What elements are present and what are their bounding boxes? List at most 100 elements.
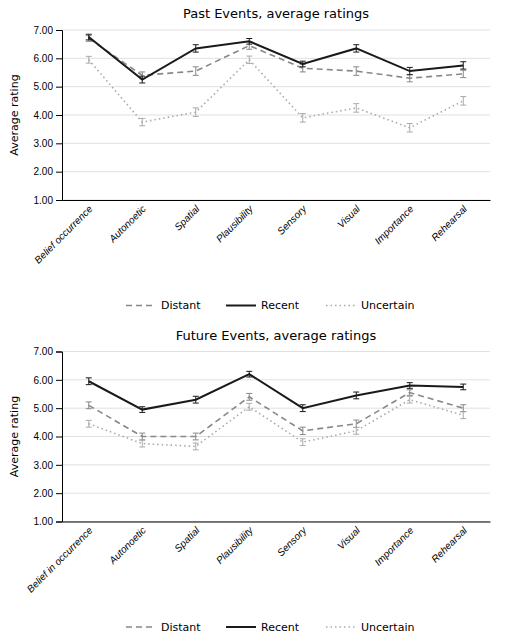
error-bar [300,427,306,434]
tick-label: 3.00 [34,460,54,471]
tick-mark [56,380,62,381]
tick-mark [56,493,62,494]
legend-label: Uncertain [361,299,414,312]
x-tick: Plausibility [214,202,256,244]
error-bar [86,378,92,385]
y-tick: 2.00 [34,488,62,499]
error-bar [139,118,145,125]
error-bar [246,393,252,400]
x-tick: Sensory [275,524,309,558]
axis-domain [63,200,491,201]
error-bar [353,392,359,399]
axis-domain [56,352,63,522]
chart-root: Past Events, average ratings1.002.003.00… [0,0,505,643]
tick-label: Rehearsal [429,524,470,565]
legend-label: Recent [261,621,300,634]
grid-line [62,436,490,437]
y-tick: 6.00 [34,375,62,386]
series [86,56,467,132]
x-tick: Sensory [275,202,309,236]
grid-line [62,464,490,465]
legend-swatch [226,626,256,628]
error-bar [407,390,413,396]
series-line [89,400,464,447]
tick-label: Visual [335,524,362,551]
series-line [89,60,464,128]
legend-swatch [226,305,256,307]
tick-label: 3.00 [34,138,54,149]
tick-label: 6.00 [34,53,54,64]
tick-mark [56,30,62,31]
tick-mark [56,352,62,353]
x-tick: Belief in occurrence [25,524,95,594]
tick-label: 5.00 [34,403,54,414]
error-bar [193,443,199,450]
tick-label: 4.00 [34,431,54,442]
x-tick: Visual [335,203,362,230]
axis-domain [56,31,63,201]
error-bar [193,396,199,403]
tick-mark [56,172,62,173]
grid [62,30,490,200]
legend: Distant Recent Uncertain [126,621,414,634]
tick-label: Spatial [172,203,202,233]
tick-label: Plausibility [214,202,256,244]
series [86,396,467,450]
error-bar [460,405,466,412]
x-tick: Spatial [172,524,202,554]
tick-label: Spatial [172,524,202,554]
x-tick: Belief occurrence [32,203,95,266]
legend-swatch [126,626,156,628]
y-axis-title: Average rating [8,74,21,155]
legend-item: Recent [226,299,300,312]
tick-mark [56,87,62,88]
error-bar [246,371,252,377]
error-bar [460,62,466,69]
grid-line [62,493,490,494]
grid-line [62,521,490,522]
grid-line [62,200,490,201]
error-bar [407,124,413,133]
tick-label: 5.00 [34,81,54,92]
grid-line [62,115,490,116]
x-tick: Importance [372,203,415,246]
legend-item: Distant [126,621,201,634]
x-tick: Rehearsal [429,203,470,244]
x-tick: Autonoetic [106,525,148,567]
legend-item: Uncertain [326,621,414,634]
series [86,34,467,83]
marks [86,34,467,132]
tick-label: 2.00 [34,166,54,177]
x-axis: Belief occurrenceAutonoeticSpatialPlausi… [32,201,490,266]
tick-mark [56,437,62,438]
error-bar [139,440,145,447]
tick-label: 1.00 [34,195,54,206]
tick-label: 7.00 [34,346,54,357]
tick-mark [56,200,62,201]
tick-label: 1.00 [34,516,54,527]
y-tick: 7.00 [34,25,62,36]
axis-domain [63,522,491,523]
error-bar [353,427,359,434]
tick-label: Rehearsal [429,203,470,244]
error-bar [139,76,145,83]
grid-line [62,351,490,352]
error-bar [300,114,306,123]
grid [62,352,490,522]
error-bar [353,420,359,427]
error-bar [460,70,466,77]
panel: Past Events, average ratings1.002.003.00… [8,6,491,312]
grid-line [62,408,490,409]
tick-label: Belief in occurrence [25,524,95,594]
series [86,36,467,82]
error-bar [246,39,252,45]
error-bar [300,405,306,412]
y-tick: 6.00 [34,53,62,64]
series-line [89,39,464,79]
x-tick: Importance [372,524,415,567]
marks [86,371,467,449]
tick-label: Importance [372,524,415,567]
grid-line [62,86,490,87]
tick-mark [56,465,62,466]
y-tick: 3.00 [34,460,62,471]
